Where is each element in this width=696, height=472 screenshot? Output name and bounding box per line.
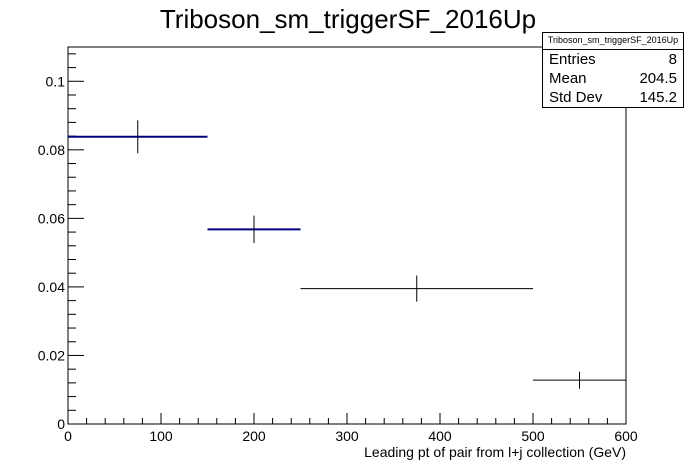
stats-value: 204.5 (639, 70, 677, 87)
x-tick-label: 600 (614, 428, 638, 444)
y-tick-label: 0.02 (38, 347, 65, 363)
stats-label: Std Dev (549, 89, 603, 106)
stats-row-stddev: Std Dev 145.2 (543, 88, 683, 107)
y-tick-label: 0.04 (38, 279, 65, 295)
y-tick-label: 0 (57, 416, 65, 432)
x-tick-label: 200 (242, 428, 266, 444)
stats-value: 145.2 (639, 89, 677, 106)
stats-row-mean: Mean 204.5 (543, 69, 683, 88)
stats-box-title: Triboson_sm_triggerSF_2016Up (543, 33, 683, 50)
x-tick-labels: 0 100 200 300 400 500 600 (64, 428, 638, 444)
stats-value: 8 (668, 51, 677, 68)
chart-title: Triboson_sm_triggerSF_2016Up (159, 4, 537, 34)
y-tick-label: 0.06 (38, 210, 65, 226)
x-tick-label: 0 (64, 428, 72, 444)
y-tick-label: 0.08 (38, 142, 65, 158)
x-axis-label: Leading pt of pair from l+j collection (… (364, 444, 626, 460)
stats-row-entries: Entries 8 (543, 50, 683, 69)
y-tick-label: 0.1 (46, 73, 66, 89)
axis-ticks (67, 53, 627, 425)
stats-box: Triboson_sm_triggerSF_2016Up Entries 8 M… (542, 32, 684, 108)
x-tick-label: 100 (149, 428, 173, 444)
y-tick-labels: 0 0.02 0.04 0.06 0.08 0.1 (38, 73, 65, 432)
stats-label: Entries (549, 51, 596, 68)
x-tick-label: 400 (428, 428, 452, 444)
x-tick-label: 300 (335, 428, 359, 444)
stats-label: Mean (549, 70, 587, 87)
histogram-bins (68, 120, 626, 389)
x-tick-label: 500 (521, 428, 545, 444)
